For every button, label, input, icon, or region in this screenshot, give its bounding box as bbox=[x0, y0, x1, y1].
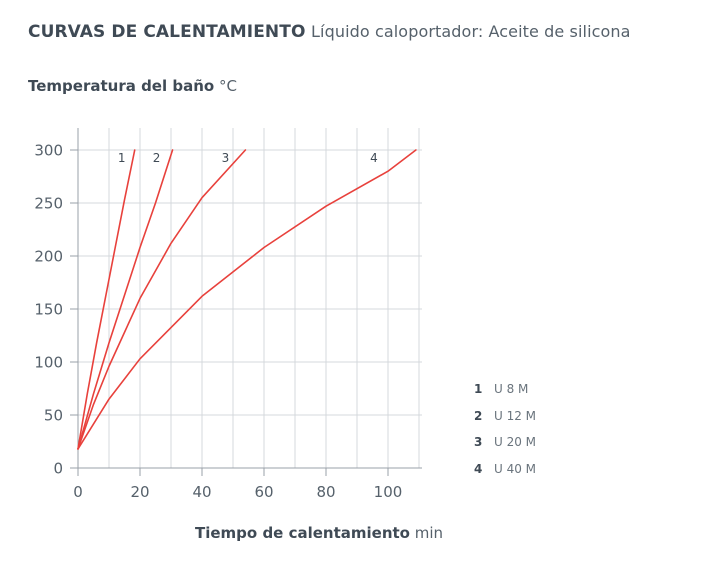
y-tick-label: 200 bbox=[34, 248, 63, 266]
legend-item-number: 3 bbox=[474, 435, 483, 450]
y-axis-label-text: Temperatura del baño bbox=[28, 77, 215, 95]
x-axis-label-text: Tiempo de calentamiento bbox=[195, 524, 410, 542]
y-tick-label: 250 bbox=[34, 195, 63, 213]
series-label-2: 2 bbox=[153, 151, 161, 165]
legend-item: 2 U 12 M bbox=[474, 403, 536, 430]
legend-item: 1 U 8 M bbox=[474, 376, 536, 403]
x-tick-label: 40 bbox=[192, 483, 211, 501]
x-tick-label: 0 bbox=[73, 483, 83, 501]
legend-item: 3 U 20 M bbox=[474, 429, 536, 456]
x-tick-label: 80 bbox=[316, 483, 335, 501]
legend-item-name: U 40 M bbox=[494, 461, 537, 476]
x-axis-unit: min bbox=[414, 524, 444, 542]
chart-tick-labels: 0 50 100 150 200 250 300 0 20 40 60 80 100 bbox=[34, 142, 402, 502]
chart-curve-labels: 1 2 3 4 bbox=[118, 151, 378, 165]
chart-series bbox=[77, 149, 417, 450]
series-label-3: 3 bbox=[222, 151, 230, 165]
y-tick-label: 100 bbox=[34, 354, 63, 372]
legend-item: 4 U 40 M bbox=[474, 456, 536, 483]
legend-item-name: U 20 M bbox=[494, 435, 537, 450]
series-label-4: 4 bbox=[370, 151, 378, 165]
series-label-1: 1 bbox=[118, 151, 126, 165]
chart-title-main: CURVAS DE CALENTAMIENTO bbox=[28, 22, 306, 42]
chart-legend: 1 U 8 M 2 U 12 M 3 U 20 M 4 U 40 M bbox=[474, 376, 536, 482]
y-tick-label: 300 bbox=[34, 142, 63, 160]
legend-item-name: U 12 M bbox=[494, 408, 537, 423]
legend-item-number: 2 bbox=[474, 408, 483, 423]
y-axis-label: Temperatura del baño °C bbox=[28, 77, 237, 95]
y-tick-label: 150 bbox=[34, 301, 63, 319]
x-tick-label: 60 bbox=[254, 483, 273, 501]
y-axis-unit: °C bbox=[218, 77, 237, 95]
y-tick-label: 50 bbox=[44, 407, 63, 425]
chart-title: CURVAS DE CALENTAMIENTO Líquido caloport… bbox=[28, 22, 631, 42]
series-line-3 bbox=[77, 149, 247, 450]
y-tick-label: 0 bbox=[53, 460, 63, 478]
legend-item-number: 1 bbox=[474, 382, 483, 397]
legend-item-number: 4 bbox=[474, 461, 483, 476]
chart-grid bbox=[78, 128, 422, 468]
chart-title-sub: Líquido caloportador: Aceite de silicona bbox=[311, 22, 631, 41]
x-tick-label: 100 bbox=[374, 483, 403, 501]
chart-axes bbox=[70, 128, 422, 476]
series-line-4 bbox=[77, 149, 417, 450]
x-axis-label: Tiempo de calentamiento min bbox=[195, 524, 443, 542]
series-line-2 bbox=[77, 149, 174, 450]
legend-item-name: U 8 M bbox=[494, 382, 529, 397]
series-line-1 bbox=[77, 149, 136, 450]
x-tick-label: 20 bbox=[130, 483, 149, 501]
